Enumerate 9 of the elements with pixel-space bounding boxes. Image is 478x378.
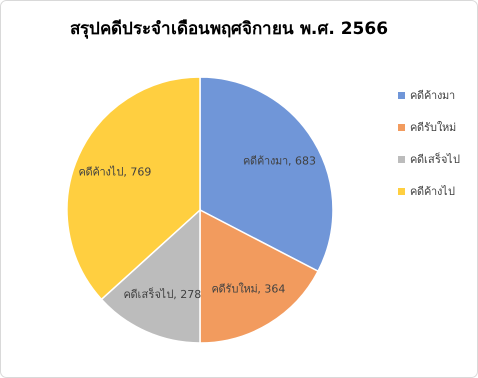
legend-label: คดีรับใหม่ [410, 121, 456, 134]
chart-title: สรุปคดีประจำเดือนพฤศจิกายน พ.ศ. 2566 [70, 18, 388, 39]
data-label: คดีเสร็จไป, 278 [123, 287, 202, 302]
legend-label: คดีค้างไป [410, 185, 455, 198]
legend-label: คดีค้างมา [410, 89, 455, 102]
data-label: คดีค้างไป, 769 [78, 165, 152, 178]
data-label: คดีค้างมา, 683 [243, 154, 316, 168]
data-label: คดีรับใหม่, 364 [211, 282, 286, 296]
legend-label: คดีเสร็จไป [410, 152, 460, 166]
